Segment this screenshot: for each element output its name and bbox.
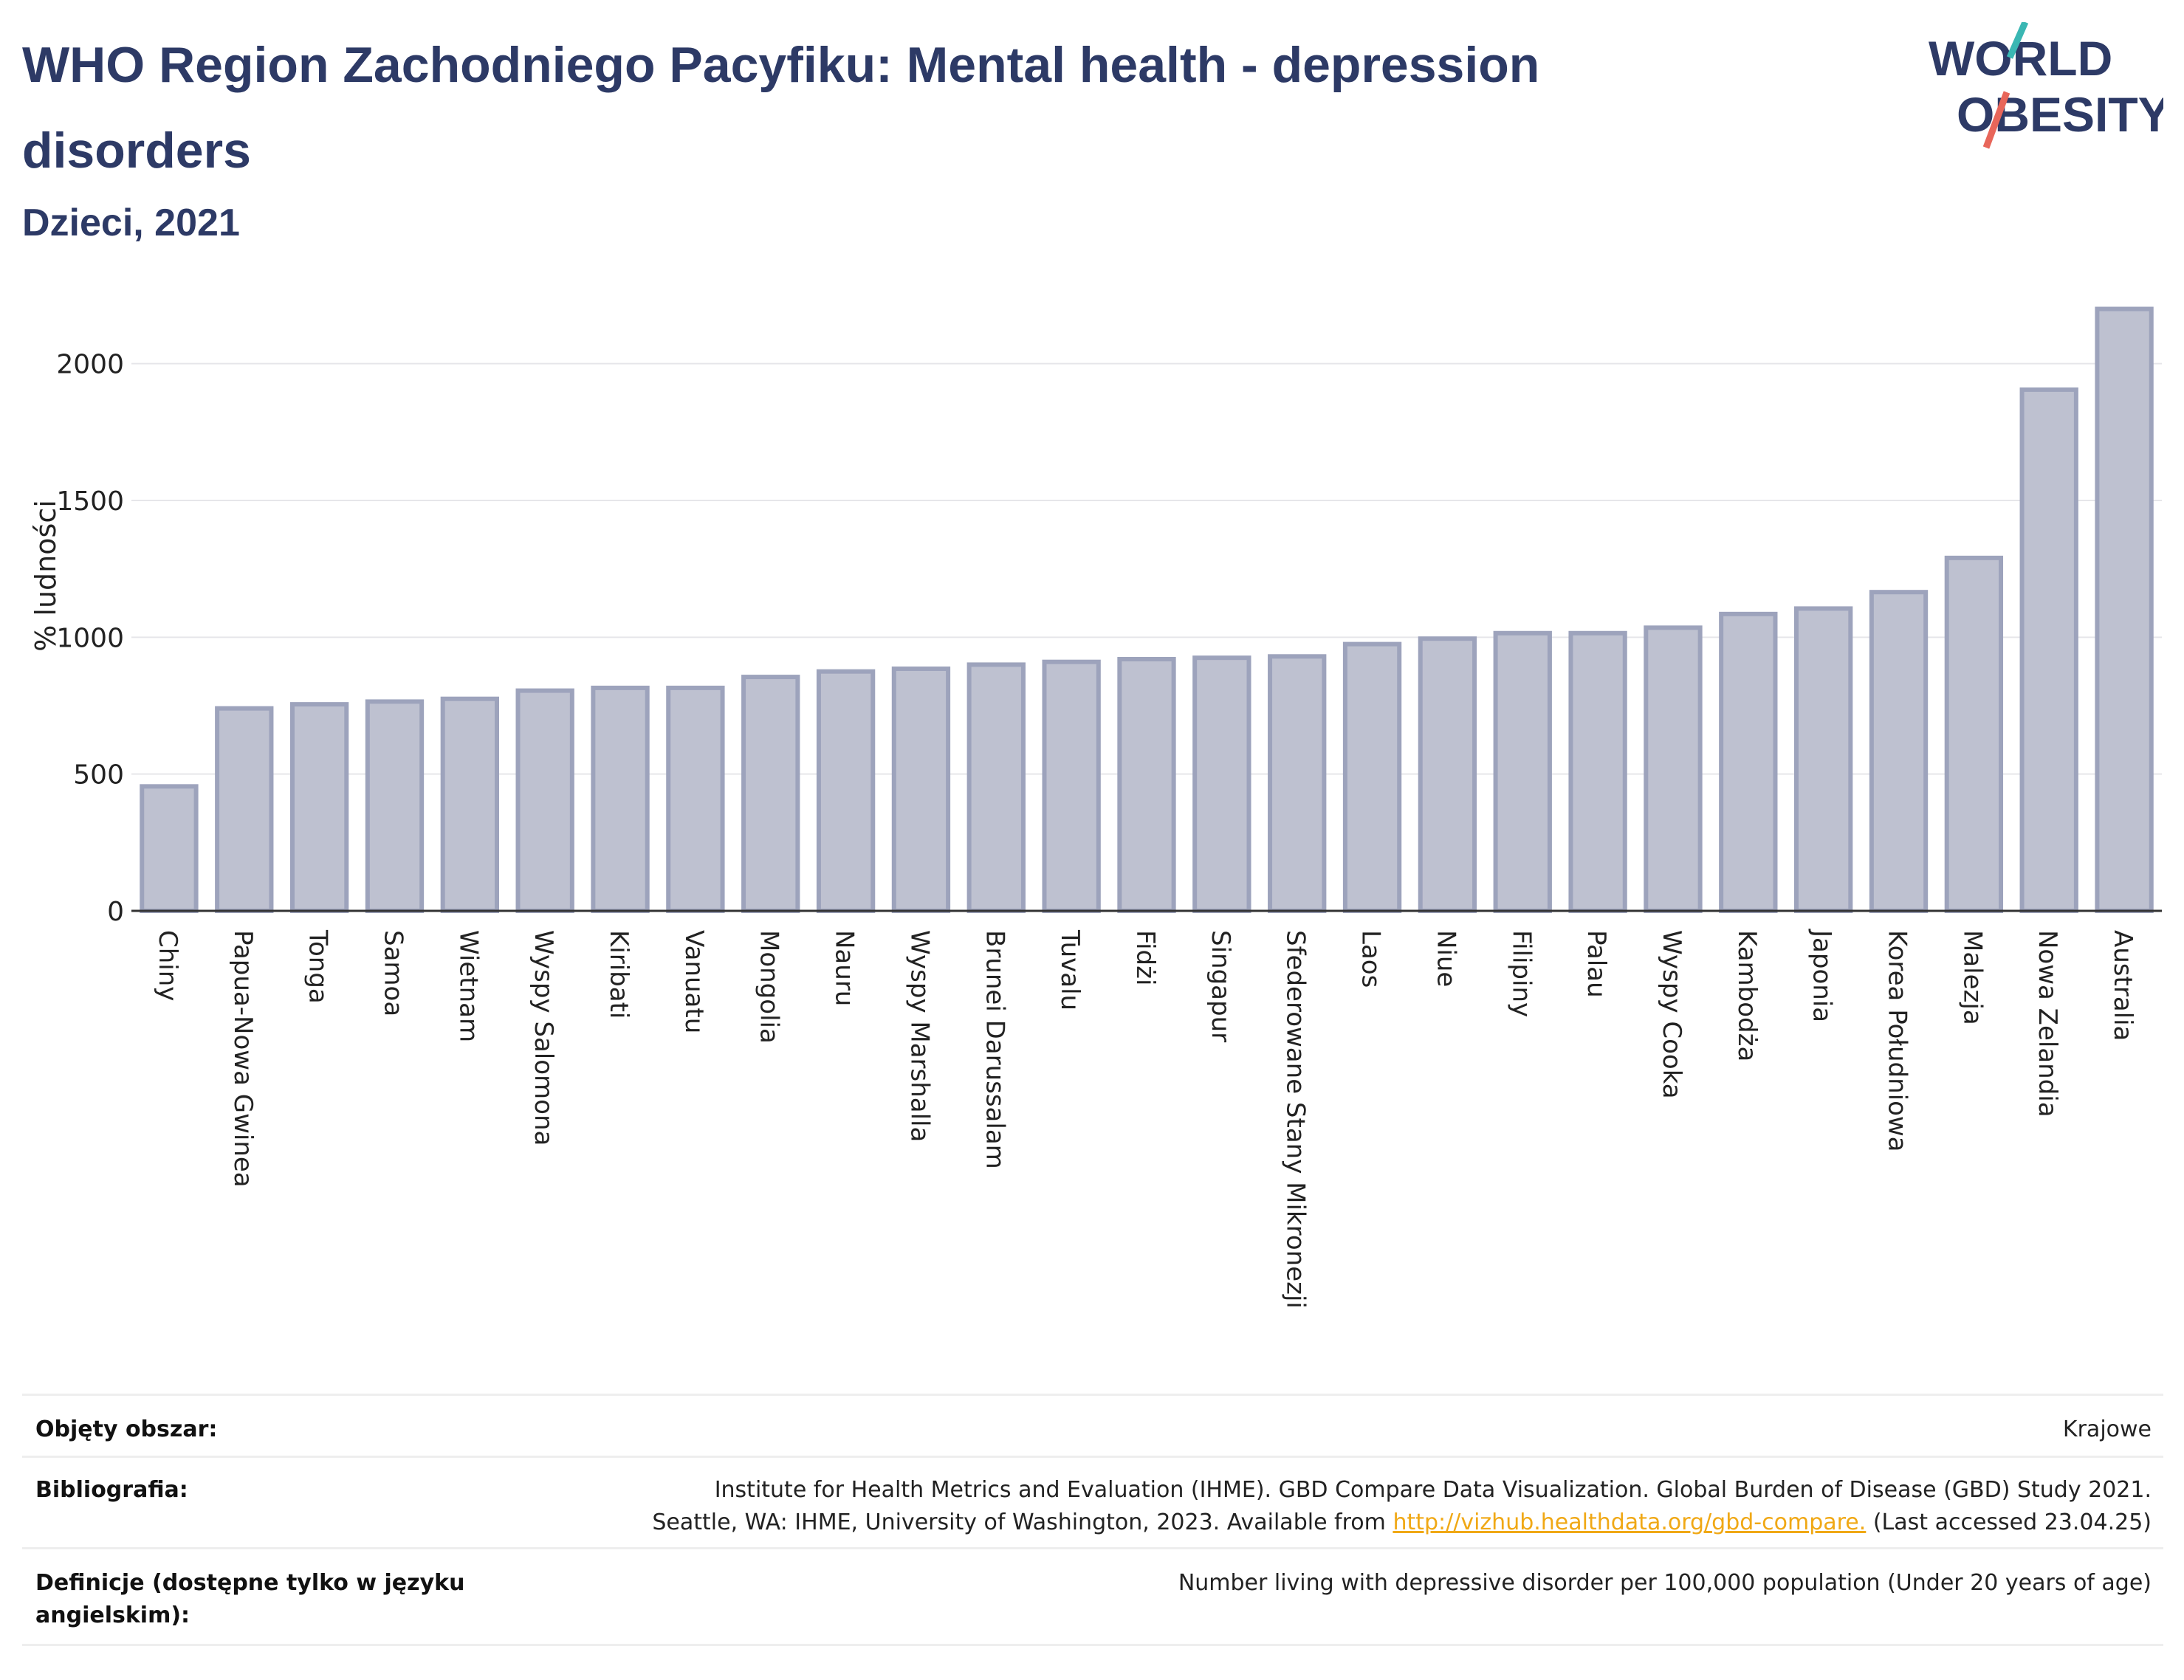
x-tick-label: Tonga bbox=[303, 929, 333, 1004]
info-label-coverage: Objęty obszar: bbox=[35, 1416, 218, 1442]
info-row-definitions: Definicje (dostępne tylko w języku angie… bbox=[22, 1547, 2163, 1646]
x-tick-label: Niue bbox=[1431, 930, 1460, 987]
world-obesity-logo: WORLD OBESITY bbox=[1929, 22, 2163, 149]
bar[interactable] bbox=[1493, 630, 1552, 913]
bar[interactable] bbox=[289, 702, 349, 913]
x-tick-label: Laos bbox=[1356, 930, 1386, 988]
x-tick-label: Palau bbox=[1582, 930, 1611, 998]
x-tick-label: Nauru bbox=[830, 930, 859, 1006]
y-tick-label: 1000 bbox=[56, 623, 124, 653]
logo-slash-red bbox=[1982, 91, 2010, 149]
x-tick-label: Japonia bbox=[1807, 929, 1837, 1022]
bar[interactable] bbox=[515, 688, 574, 913]
y-tick-label: 0 bbox=[107, 897, 124, 927]
chart-subtitle: Dzieci, 2021 bbox=[22, 202, 240, 244]
bar[interactable] bbox=[1268, 654, 1327, 914]
logo-slash-teal bbox=[2006, 22, 2029, 59]
info-value-bibliography-line2: Seattle, WA: IHME, University of Washing… bbox=[652, 1507, 2152, 1539]
x-tick-label: Filipiny bbox=[1506, 930, 1536, 1017]
bar[interactable] bbox=[1644, 625, 1703, 913]
bar[interactable] bbox=[1944, 555, 2004, 914]
x-tick-label: Singapur bbox=[1206, 930, 1235, 1042]
x-tick-label: Wyspy Cooka bbox=[1657, 930, 1686, 1099]
bar[interactable] bbox=[365, 699, 425, 913]
x-tick-label: Australia bbox=[2108, 930, 2137, 1041]
x-tick-label: Malezja bbox=[1957, 930, 1987, 1025]
x-tick-label: Wyspy Salomona bbox=[529, 930, 558, 1146]
bar[interactable] bbox=[1568, 630, 1627, 913]
bibliography-accessed: (Last accessed 23.04.25) bbox=[1872, 1509, 2152, 1535]
bar[interactable] bbox=[1117, 656, 1176, 914]
bibliography-link[interactable]: http://vizhub.healthdata.org/gbd-compare… bbox=[1393, 1509, 1867, 1535]
x-tick-label: Tuvalu bbox=[1055, 929, 1085, 1011]
y-tick-label: 1500 bbox=[56, 486, 124, 517]
info-label-definitions: Definicje (dostępne tylko w języku angie… bbox=[35, 1570, 465, 1628]
x-tick-label: Kiribati bbox=[604, 930, 633, 1019]
info-label-bibliography: Bibliografia: bbox=[35, 1477, 188, 1503]
y-tick-label: 2000 bbox=[56, 350, 124, 380]
x-tick-label: Kambodża bbox=[1732, 930, 1762, 1061]
y-axis-label: % ludności bbox=[30, 500, 62, 652]
info-value-definitions: Number living with depressive disorder p… bbox=[1178, 1570, 2152, 1596]
x-tick-label: Wietnam bbox=[453, 930, 483, 1042]
bar[interactable] bbox=[140, 784, 199, 914]
chart-title: WHO Region Zachodniego Pacyfiku: Mental … bbox=[22, 37, 1540, 179]
x-tick-label: Mongolia bbox=[755, 930, 784, 1044]
bar[interactable] bbox=[1042, 659, 1101, 914]
x-tick-label: Vanuatu bbox=[679, 930, 709, 1033]
y-tick-label: 500 bbox=[73, 760, 124, 791]
x-tick-label: Papua-Nowa Gwinea bbox=[228, 930, 258, 1188]
x-tick-label: Sfederowane Stany Mikronezji bbox=[1281, 930, 1311, 1309]
x-tick-label: Wyspy Marshalla bbox=[904, 930, 934, 1142]
bar[interactable] bbox=[215, 706, 274, 913]
bar[interactable] bbox=[816, 669, 876, 914]
x-tick-label: Korea Południowa bbox=[1883, 930, 1912, 1152]
x-tick-label: Chiny bbox=[153, 930, 182, 1001]
bar[interactable] bbox=[2019, 387, 2078, 913]
x-tick-label: Fidżi bbox=[1130, 930, 1160, 985]
axis-layer: 0 500 1000 1500 2000 Chiny Papua-Nowa Gwinea To… bbox=[56, 350, 2162, 1309]
bibliography-text: Seattle, WA: IHME, University of Washing… bbox=[652, 1509, 1386, 1535]
bar[interactable] bbox=[440, 696, 500, 913]
bar[interactable] bbox=[1418, 636, 1477, 913]
bar[interactable] bbox=[1342, 641, 1402, 913]
bar[interactable] bbox=[666, 685, 725, 913]
info-value-coverage: Krajowe bbox=[2062, 1416, 2152, 1442]
info-value-bibliography-line1: Institute for Health Metrics and Evaluat… bbox=[714, 1477, 2152, 1503]
bar[interactable] bbox=[891, 666, 951, 914]
info-row-coverage: Objęty obszar: Krajowe bbox=[22, 1394, 2163, 1458]
bar[interactable] bbox=[741, 675, 800, 914]
bar[interactable] bbox=[2095, 306, 2154, 913]
bar-chart: 0 500 1000 1500 2000 Chiny Papua-Nowa Gwinea To… bbox=[30, 306, 2162, 1309]
bar[interactable] bbox=[1192, 655, 1251, 914]
bar[interactable] bbox=[1794, 606, 1853, 913]
x-tick-label: Nowa Zelandia bbox=[2033, 930, 2062, 1118]
x-tick-label: Samoa bbox=[378, 930, 408, 1016]
bar[interactable] bbox=[966, 662, 1026, 914]
x-tick-label: Brunei Darussalam bbox=[980, 930, 1009, 1169]
bar[interactable] bbox=[1719, 611, 1778, 913]
info-row-bibliography: Bibliografia: Institute for Health Metri… bbox=[22, 1456, 2163, 1549]
bar[interactable] bbox=[591, 685, 650, 913]
bar-layer bbox=[140, 306, 2154, 914]
bar[interactable] bbox=[1869, 590, 1929, 913]
